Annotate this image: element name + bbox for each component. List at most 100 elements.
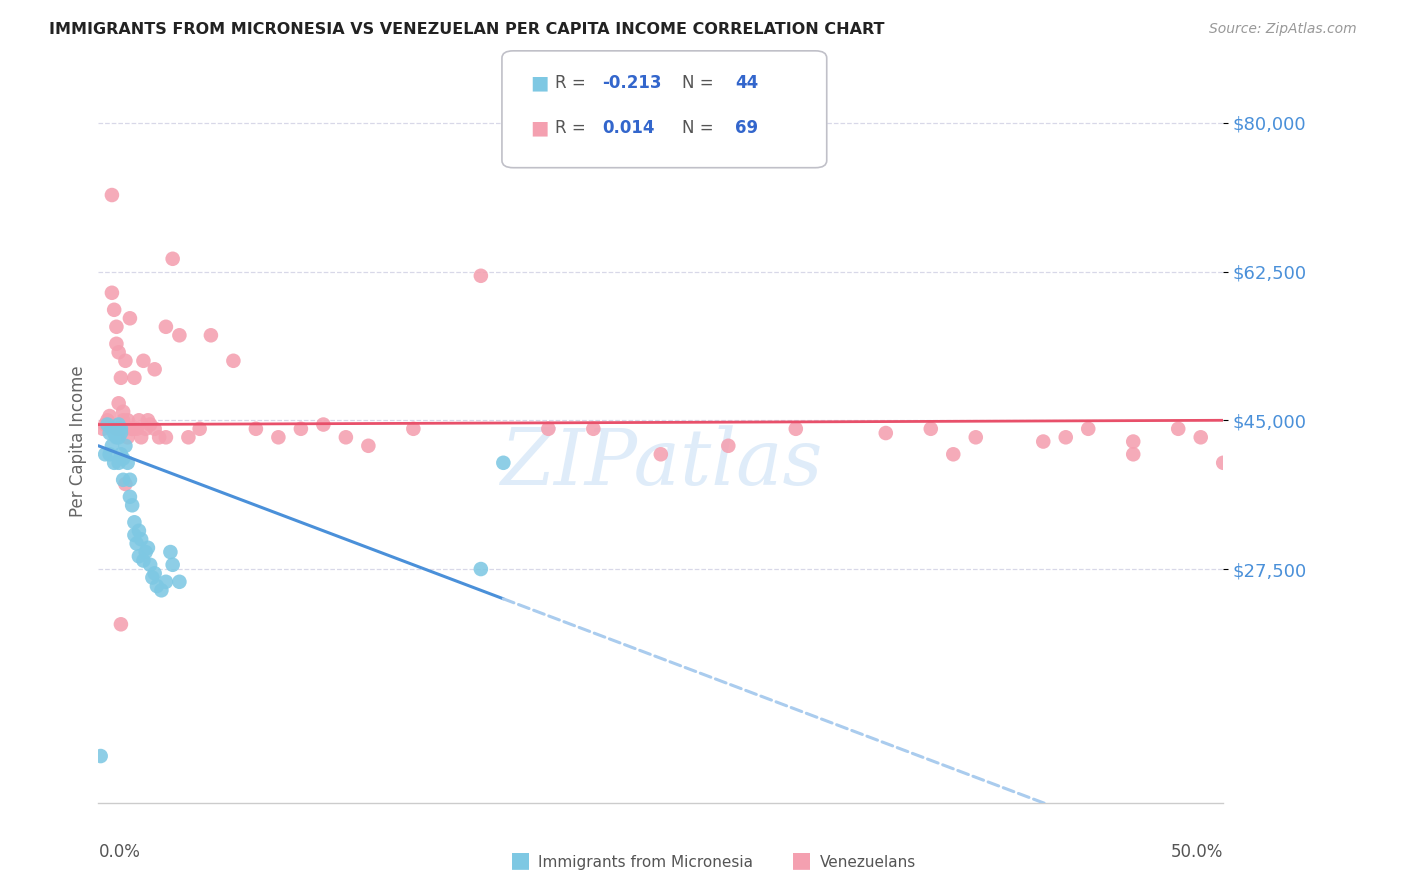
Point: [96, 417, 118, 432]
Point: [107, 417, 129, 432]
Point: [159, 545, 181, 559]
Text: 50.0%: 50.0%: [1171, 843, 1223, 861]
Point: [110, 425, 132, 440]
Point: [121, 498, 143, 512]
Point: [110, 422, 132, 436]
Text: Immigrants from Micronesia: Immigrants from Micronesia: [538, 855, 754, 870]
Point: [101, 188, 124, 202]
Point: [136, 413, 159, 427]
Point: [124, 371, 146, 385]
Point: [124, 516, 146, 530]
Point: [112, 473, 135, 487]
Text: Venezuelans: Venezuelans: [820, 855, 915, 870]
Point: [112, 413, 135, 427]
Text: R =: R =: [555, 74, 592, 92]
Point: [650, 447, 672, 461]
Point: [128, 524, 150, 538]
Point: [139, 558, 162, 572]
Point: [103, 425, 125, 440]
Point: [162, 252, 184, 266]
Point: [107, 396, 129, 410]
Point: [125, 536, 148, 550]
Point: [105, 422, 128, 436]
Point: [136, 541, 159, 555]
Text: 69: 69: [735, 119, 758, 136]
Point: [942, 447, 965, 461]
Point: [141, 570, 163, 584]
Text: 0.0%: 0.0%: [98, 843, 141, 861]
Point: [114, 353, 136, 368]
Point: [114, 477, 136, 491]
Point: [162, 558, 184, 572]
Point: [139, 417, 162, 432]
Text: 0.014: 0.014: [602, 119, 654, 136]
Point: [94, 417, 117, 432]
Point: [470, 562, 492, 576]
Point: [1122, 434, 1144, 449]
Point: [101, 285, 124, 300]
Point: [143, 422, 166, 436]
Point: [132, 553, 155, 567]
Point: [107, 430, 129, 444]
Point: [357, 439, 380, 453]
Point: [169, 574, 191, 589]
Point: [110, 422, 132, 436]
Point: [290, 422, 312, 436]
Point: [135, 545, 157, 559]
Point: [105, 336, 128, 351]
Text: IMMIGRANTS FROM MICRONESIA VS VENEZUELAN PER CAPITA INCOME CORRELATION CHART: IMMIGRANTS FROM MICRONESIA VS VENEZUELAN…: [49, 22, 884, 37]
Text: ZIPatlas: ZIPatlas: [499, 425, 823, 501]
Point: [98, 425, 121, 440]
Point: [169, 328, 191, 343]
Point: [101, 422, 124, 436]
Text: N =: N =: [682, 74, 718, 92]
Point: [470, 268, 492, 283]
Point: [267, 430, 290, 444]
Point: [107, 345, 129, 359]
Point: [537, 422, 560, 436]
Point: [146, 579, 169, 593]
Point: [105, 430, 128, 444]
Point: [121, 422, 143, 436]
Point: [402, 422, 425, 436]
Point: [105, 422, 128, 436]
Text: ■: ■: [530, 73, 548, 93]
Point: [117, 430, 139, 444]
Text: ■: ■: [510, 850, 530, 870]
Point: [118, 311, 141, 326]
Text: 44: 44: [735, 74, 759, 92]
Point: [965, 430, 987, 444]
Text: R =: R =: [555, 119, 592, 136]
Point: [98, 447, 121, 461]
Point: [200, 328, 222, 343]
Point: [1189, 430, 1212, 444]
Point: [96, 413, 118, 427]
Point: [114, 422, 136, 436]
Point: [177, 430, 200, 444]
Text: Source: ZipAtlas.com: Source: ZipAtlas.com: [1209, 22, 1357, 37]
Point: [110, 617, 132, 632]
Point: [112, 451, 135, 466]
Point: [155, 430, 177, 444]
Point: [1212, 456, 1234, 470]
Point: [920, 422, 942, 436]
Point: [155, 574, 177, 589]
Point: [124, 528, 146, 542]
Point: [110, 447, 132, 461]
Point: [129, 533, 152, 547]
Point: [1032, 434, 1054, 449]
Point: [188, 422, 211, 436]
Point: [101, 439, 124, 453]
Point: [110, 371, 132, 385]
Point: [875, 425, 897, 440]
Point: [129, 430, 152, 444]
Point: [112, 405, 135, 419]
Point: [105, 319, 128, 334]
Point: [1122, 447, 1144, 461]
Point: [117, 413, 139, 427]
Point: [148, 430, 170, 444]
Point: [91, 422, 114, 436]
Point: [118, 473, 141, 487]
Point: [1167, 422, 1189, 436]
Point: [118, 490, 141, 504]
